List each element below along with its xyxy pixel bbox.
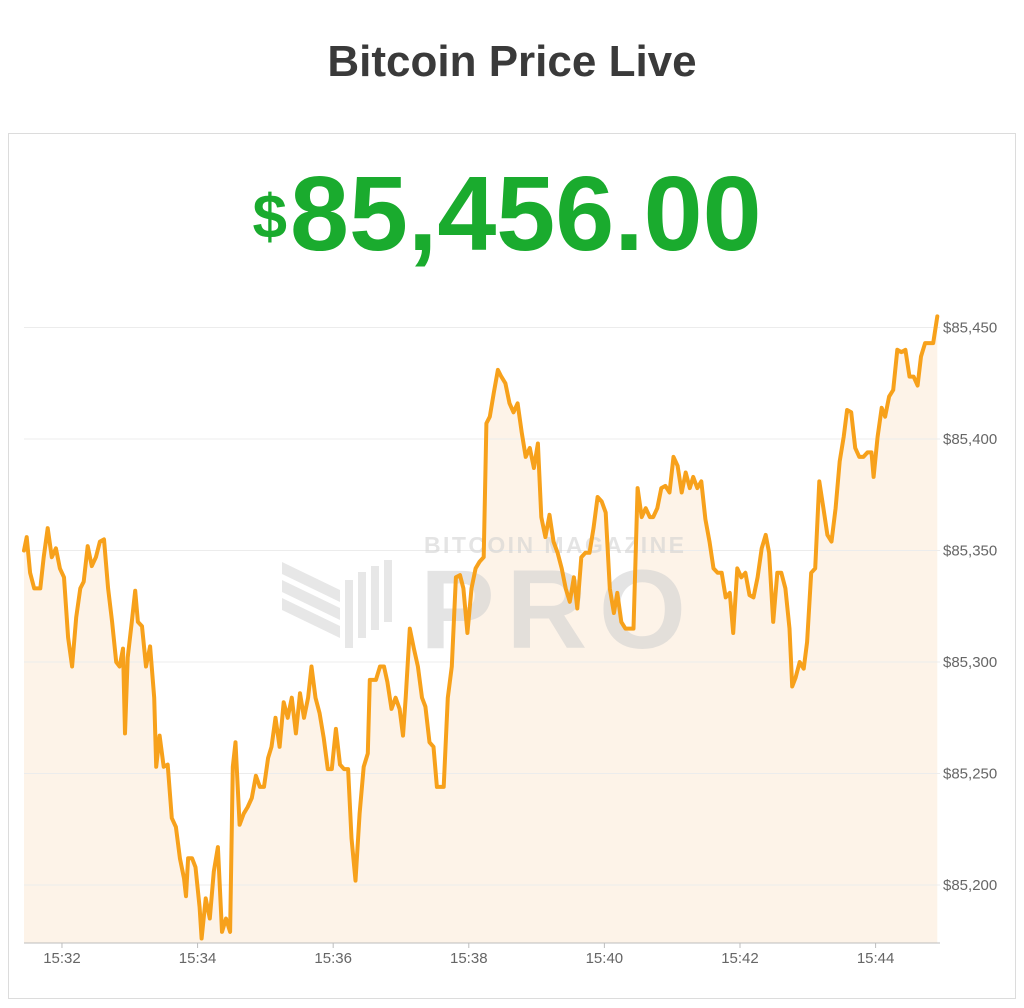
x-tick-label: 15:34 bbox=[179, 950, 217, 967]
price-area bbox=[24, 316, 938, 943]
y-tick-label: $85,250 bbox=[943, 766, 997, 783]
x-tick-label: 15:40 bbox=[586, 950, 624, 967]
y-tick-label: $85,400 bbox=[943, 431, 997, 448]
x-tick-label: 15:36 bbox=[314, 950, 352, 967]
x-tick-label: 15:38 bbox=[450, 950, 488, 967]
y-tick-label: $85,350 bbox=[943, 543, 997, 560]
x-tick-label: 15:32 bbox=[43, 950, 81, 967]
x-tick-label: 15:42 bbox=[721, 950, 759, 967]
y-tick-label: $85,300 bbox=[943, 654, 997, 671]
watermark-logo bbox=[282, 560, 392, 648]
y-tick-label: $85,450 bbox=[943, 320, 997, 337]
price: 85,456.00 bbox=[290, 155, 762, 273]
x-tick-label: 15:44 bbox=[857, 950, 895, 967]
watermark-bottom: PRO bbox=[420, 547, 686, 672]
price-line bbox=[22, 314, 940, 941]
currency-symbol: $ bbox=[253, 183, 287, 252]
chart-title: Bitcoin Price Live bbox=[327, 37, 696, 86]
y-tick-label: $85,200 bbox=[943, 877, 997, 894]
